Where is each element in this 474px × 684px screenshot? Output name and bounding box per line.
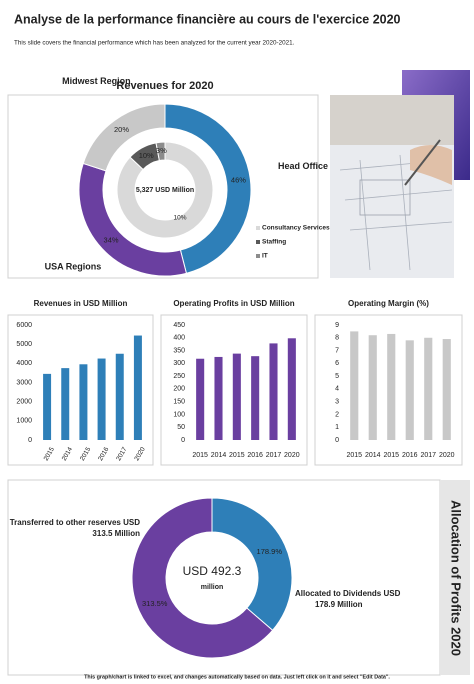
bar	[424, 337, 433, 440]
y-tick-label: 200	[173, 386, 185, 393]
bar	[405, 340, 414, 440]
y-tick-label: 3	[335, 399, 339, 406]
x-tick-label: 2017	[420, 452, 436, 459]
data-label: 3%	[156, 146, 167, 155]
page-subtitle: This slide covers the financial performa…	[14, 40, 295, 47]
data-label: 20%	[114, 125, 129, 134]
x-tick-label: 2016	[247, 452, 263, 459]
bar	[43, 373, 52, 440]
y-tick-label: 0	[28, 437, 32, 444]
y-tick-label: 250	[173, 373, 185, 380]
y-tick-label: 400	[173, 335, 185, 342]
y-tick-label: 8	[335, 335, 339, 342]
x-tick-label: 2014	[365, 452, 381, 459]
legend-swatch	[256, 226, 260, 230]
x-tick-label: 2014	[211, 452, 227, 459]
data-label: 10%	[139, 151, 154, 160]
data-label: 46%	[231, 176, 246, 185]
bar	[115, 353, 124, 440]
donut-slice	[211, 497, 293, 631]
footer-note: This graph/chart is linked to excel, and…	[84, 674, 390, 680]
bar	[287, 338, 296, 440]
center-sublabel: million	[201, 584, 224, 591]
donut-slice	[164, 103, 252, 274]
y-tick-label: 0	[181, 437, 185, 444]
x-tick-label: 2016	[402, 452, 418, 459]
y-tick-label: 6000	[16, 322, 32, 329]
x-tick-label: 2017	[266, 452, 282, 459]
legend-label: Staffing	[262, 239, 286, 246]
bar	[214, 356, 223, 440]
bar	[133, 335, 142, 440]
legend-swatch	[256, 240, 260, 244]
center-label: 5,327 USD Million	[136, 187, 194, 194]
legend-label: IT	[262, 253, 268, 260]
y-tick-label: 350	[173, 347, 185, 354]
donut-slice	[155, 141, 166, 162]
data-label: 178.9%	[257, 547, 283, 556]
bar	[79, 364, 88, 440]
center-label: USD 492.3	[183, 564, 242, 578]
y-tick-label: 7	[335, 347, 339, 354]
y-tick-label: 6	[335, 360, 339, 367]
y-tick-label: 2000	[16, 399, 32, 406]
chart-title: Revenues for 2020	[116, 80, 213, 92]
y-tick-label: 9	[335, 322, 339, 329]
category-label: Transferred to other reserves USD	[10, 518, 140, 527]
chart-title: Operating Margin (%)	[348, 299, 429, 308]
y-tick-label: 1	[335, 424, 339, 431]
y-tick-label: 5	[335, 373, 339, 380]
legend-label: Consultancy Services	[262, 225, 330, 232]
category-label: Allocated to Dividends USD	[295, 589, 401, 598]
donut-slice	[82, 103, 166, 172]
x-tick-label: 2015	[229, 452, 245, 459]
y-tick-label: 5000	[16, 341, 32, 348]
bar	[269, 343, 278, 440]
x-tick-label: 2020	[439, 452, 455, 459]
bar	[251, 356, 260, 440]
amount-label: 178.9 Million	[315, 600, 363, 609]
y-tick-label: 450	[173, 322, 185, 329]
bar	[232, 353, 241, 440]
category-label: Head Office	[278, 161, 328, 171]
y-tick-label: 50	[177, 424, 185, 431]
y-tick-label: 150	[173, 399, 185, 406]
bar	[368, 335, 377, 440]
chart-title: Allocation of Profits 2020	[449, 500, 464, 656]
y-tick-label: 0	[335, 437, 339, 444]
data-label: 313.5%	[142, 599, 168, 608]
photo	[330, 95, 454, 278]
bar	[97, 358, 106, 440]
x-tick-label: 2020	[284, 452, 300, 459]
data-label: 34%	[104, 236, 119, 245]
x-tick-label: 2015	[383, 452, 399, 459]
bar	[442, 339, 451, 440]
y-tick-label: 4	[335, 386, 339, 393]
side-band	[440, 480, 470, 675]
y-tick-label: 3000	[16, 379, 32, 386]
donut-slice	[131, 497, 274, 659]
x-tick-label: 2015	[192, 452, 208, 459]
bar	[61, 368, 70, 440]
legend-swatch	[256, 254, 260, 258]
x-tick-label: 2015	[346, 452, 362, 459]
y-tick-label: 300	[173, 360, 185, 367]
bar	[196, 358, 205, 440]
donut-slice	[116, 141, 214, 239]
y-tick-label: 1000	[16, 418, 32, 425]
annotation: 10%	[173, 215, 186, 222]
bar	[350, 331, 359, 440]
y-tick-label: 2	[335, 411, 339, 418]
y-tick-label: 100	[173, 411, 185, 418]
page-title: Analyse de la performance financière au …	[14, 12, 401, 26]
chart-title: Operating Profits in USD Million	[173, 299, 294, 308]
y-tick-label: 4000	[16, 360, 32, 367]
category-label: USA Regions	[45, 261, 102, 271]
chart-title: Revenues in USD Million	[34, 299, 128, 308]
amount-label: 313.5 Million	[92, 529, 140, 538]
bar	[387, 333, 396, 440]
category-label: Midwest Region	[62, 76, 131, 86]
